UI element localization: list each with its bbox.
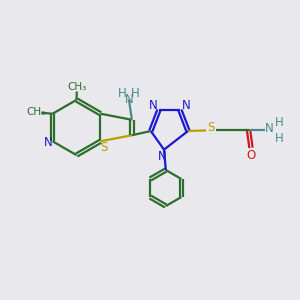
Text: N: N [265, 122, 273, 135]
Text: CH₃: CH₃ [26, 107, 46, 117]
Text: O: O [246, 149, 256, 162]
Text: N: N [124, 93, 133, 106]
Text: CH₃: CH₃ [68, 82, 87, 92]
Text: S: S [207, 121, 215, 134]
Text: S: S [100, 141, 108, 154]
Text: H: H [275, 116, 284, 129]
Text: N: N [148, 99, 157, 112]
Text: H: H [131, 87, 140, 100]
Text: H: H [275, 132, 284, 145]
Text: N: N [44, 136, 52, 149]
Text: N: N [158, 150, 167, 163]
Text: N: N [182, 99, 191, 112]
Text: H: H [118, 87, 127, 100]
